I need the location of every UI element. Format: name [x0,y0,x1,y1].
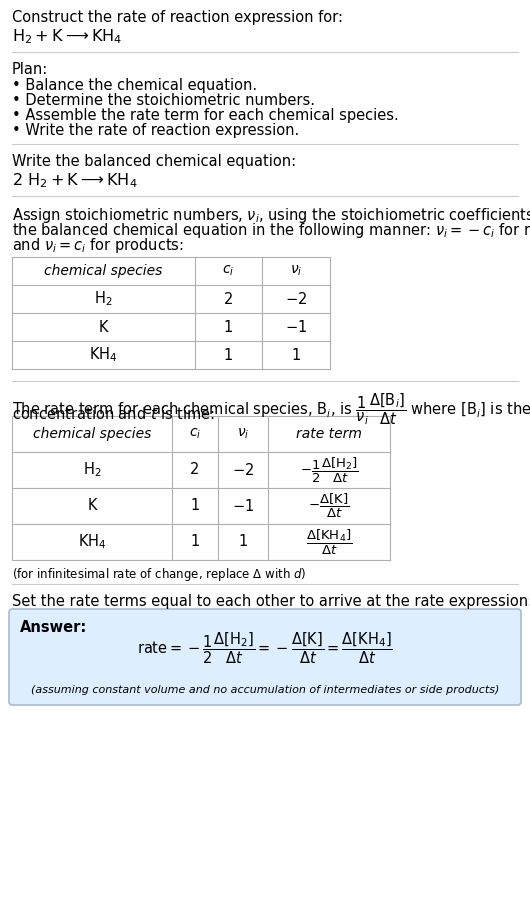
Text: $\mathrm{KH_4}$: $\mathrm{KH_4}$ [78,533,107,551]
Text: 2: 2 [190,462,200,478]
Text: $c_i$: $c_i$ [223,264,235,278]
Text: Construct the rate of reaction expression for:: Construct the rate of reaction expressio… [12,10,343,25]
Text: $\dfrac{\Delta[\mathrm{KH_4}]}{\Delta t}$: $\dfrac{\Delta[\mathrm{KH_4}]}{\Delta t}… [306,528,352,557]
Text: rate term: rate term [296,427,362,441]
Text: K: K [87,498,97,514]
Text: $\nu_i$: $\nu_i$ [237,427,249,441]
Text: Plan:: Plan: [12,62,48,77]
Text: (assuming constant volume and no accumulation of intermediates or side products): (assuming constant volume and no accumul… [31,685,499,695]
Text: chemical species: chemical species [33,427,151,441]
Text: $\mathrm{H_2 + K \longrightarrow KH_4}$: $\mathrm{H_2 + K \longrightarrow KH_4}$ [12,27,122,45]
Text: Set the rate terms equal to each other to arrive at the rate expression:: Set the rate terms equal to each other t… [12,594,530,609]
Text: • Determine the stoichiometric numbers.: • Determine the stoichiometric numbers. [12,93,315,108]
Text: $-\dfrac{\Delta[\mathrm{K}]}{\Delta t}$: $-\dfrac{\Delta[\mathrm{K}]}{\Delta t}$ [308,492,350,520]
Text: $-\dfrac{1}{2}\dfrac{\Delta[\mathrm{H_2}]}{\Delta t}$: $-\dfrac{1}{2}\dfrac{\Delta[\mathrm{H_2}… [299,456,358,485]
Text: Answer:: Answer: [20,620,87,635]
Text: the balanced chemical equation in the following manner: $\nu_i = -c_i$ for react: the balanced chemical equation in the fo… [12,221,530,240]
Text: concentration and $t$ is time:: concentration and $t$ is time: [12,406,215,422]
Text: $\mathrm{2\ H_2 + K \longrightarrow KH_4}$: $\mathrm{2\ H_2 + K \longrightarrow KH_4… [12,171,138,190]
Text: 1: 1 [190,535,200,549]
Text: $-2$: $-2$ [285,291,307,307]
Text: 2: 2 [224,291,233,307]
Text: • Assemble the rate term for each chemical species.: • Assemble the rate term for each chemic… [12,108,399,123]
Text: $\mathrm{rate} = -\dfrac{1}{2}\dfrac{\Delta[\mathrm{H_2}]}{\Delta t} = -\dfrac{\: $\mathrm{rate} = -\dfrac{1}{2}\dfrac{\De… [137,630,393,666]
Text: $\mathrm{H_2}$: $\mathrm{H_2}$ [94,290,113,309]
Text: 1: 1 [190,498,200,514]
Text: Write the balanced chemical equation:: Write the balanced chemical equation: [12,154,296,169]
Text: $\mathrm{H_2}$: $\mathrm{H_2}$ [83,460,101,479]
Text: 1: 1 [224,348,233,362]
Text: • Write the rate of reaction expression.: • Write the rate of reaction expression. [12,123,299,138]
Text: $\nu_i$: $\nu_i$ [290,264,302,278]
Text: $-2$: $-2$ [232,462,254,478]
Text: • Balance the chemical equation.: • Balance the chemical equation. [12,78,257,93]
Text: $-1$: $-1$ [285,319,307,335]
Text: $-1$: $-1$ [232,498,254,514]
Text: and $\nu_i = c_i$ for products:: and $\nu_i = c_i$ for products: [12,236,184,255]
Text: 1: 1 [224,320,233,334]
Text: (for infinitesimal rate of change, replace $\Delta$ with $d$): (for infinitesimal rate of change, repla… [12,566,306,583]
Text: Assign stoichiometric numbers, $\nu_i$, using the stoichiometric coefficients, $: Assign stoichiometric numbers, $\nu_i$, … [12,206,530,225]
Text: $\mathrm{KH_4}$: $\mathrm{KH_4}$ [89,346,118,364]
Text: 1: 1 [238,535,248,549]
Text: K: K [99,320,108,334]
Text: The rate term for each chemical species, $\mathrm{B}_i$, is $\dfrac{1}{\nu_i}\df: The rate term for each chemical species,… [12,391,530,427]
Text: $c_i$: $c_i$ [189,427,201,441]
Text: 1: 1 [292,348,301,362]
Text: chemical species: chemical species [45,264,163,278]
FancyBboxPatch shape [9,609,521,705]
